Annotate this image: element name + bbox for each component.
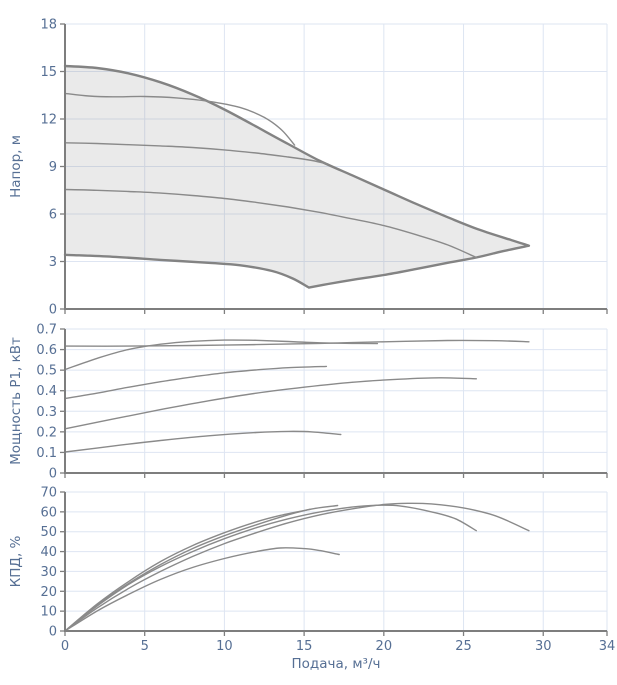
head-curve-3 xyxy=(64,142,329,165)
efficiency-chart: 0 10 20 30 40 50 60 70 КПД, % 0 5 10 15 20 25 30 34 Подач… xyxy=(8,486,615,673)
x-tick-label: 0 xyxy=(61,639,69,654)
head-y-tick-label: 9 xyxy=(49,160,57,175)
efficiency-eta-4 xyxy=(64,504,477,632)
x-tick-label: 25 xyxy=(455,639,472,654)
efficiency-y-tick-label: 20 xyxy=(40,585,57,600)
efficiency-y-tick-label: 10 xyxy=(40,605,57,620)
x-tick-label: 20 xyxy=(376,639,393,654)
head-chart: 0 3 6 9 12 15 18 Напор, м xyxy=(8,18,608,318)
power-y-tick-label: 0.5 xyxy=(36,364,57,379)
power-y-tick-label: 0.1 xyxy=(36,446,57,461)
efficiency-y-tick-label: 0 xyxy=(49,625,57,640)
head-y-tick-label: 0 xyxy=(49,303,57,318)
x-axis-title: Подача, м³/ч xyxy=(292,656,381,672)
x-tick-label: 10 xyxy=(216,639,233,654)
x-tick-label: 30 xyxy=(535,639,552,654)
head-y-axis-title: Напор, м xyxy=(8,135,24,198)
power-chart: 0 0.1 0.2 0.3 0.4 0.5 0.6 0.7 Мощность P1, кВт xyxy=(8,323,608,482)
head-y-tick-label: 3 xyxy=(49,255,57,270)
head-curve-4 xyxy=(64,188,477,259)
efficiency-y-tick-label: 60 xyxy=(40,505,57,520)
head-y-tick-label: 6 xyxy=(49,208,57,223)
power-power-4 xyxy=(64,377,477,430)
head-curve-2 xyxy=(64,92,296,146)
operating-range-fill xyxy=(65,66,529,288)
efficiency-eta-5 xyxy=(64,547,340,632)
head-y-tick-label: 15 xyxy=(40,65,57,80)
x-tick-label: 5 xyxy=(141,639,149,654)
power-y-tick-label: 0.6 xyxy=(36,343,57,358)
efficiency-y-tick-label: 50 xyxy=(40,525,57,540)
efficiency-y-tick-label: 70 xyxy=(40,486,57,501)
power-y-tick-label: 0.2 xyxy=(36,425,57,440)
power-power-5 xyxy=(64,430,342,453)
efficiency-y-axis-title: КПД, % xyxy=(8,535,24,587)
efficiency-eta-1 xyxy=(64,502,530,632)
power-y-tick-label: 0.7 xyxy=(36,323,57,338)
power-y-tick-label: 0.4 xyxy=(36,384,57,399)
efficiency-eta-3 xyxy=(64,508,312,632)
efficiency-eta-2 xyxy=(64,504,339,632)
power-power-2 xyxy=(64,339,379,371)
head-y-tick-label: 18 xyxy=(40,18,57,33)
power-y-tick-label: 0 xyxy=(49,467,57,482)
head-y-tick-label: 12 xyxy=(40,113,57,128)
power-y-tick-label: 0.3 xyxy=(36,405,57,420)
efficiency-y-tick-label: 30 xyxy=(40,565,57,580)
x-tick-label: 34 xyxy=(599,639,616,654)
power-y-axis-title: Мощность P1, кВт xyxy=(8,337,24,465)
operating-range-outline xyxy=(63,64,531,289)
x-tick-label: 15 xyxy=(296,639,313,654)
power-power-3 xyxy=(64,365,328,400)
efficiency-y-tick-label: 40 xyxy=(40,545,57,560)
